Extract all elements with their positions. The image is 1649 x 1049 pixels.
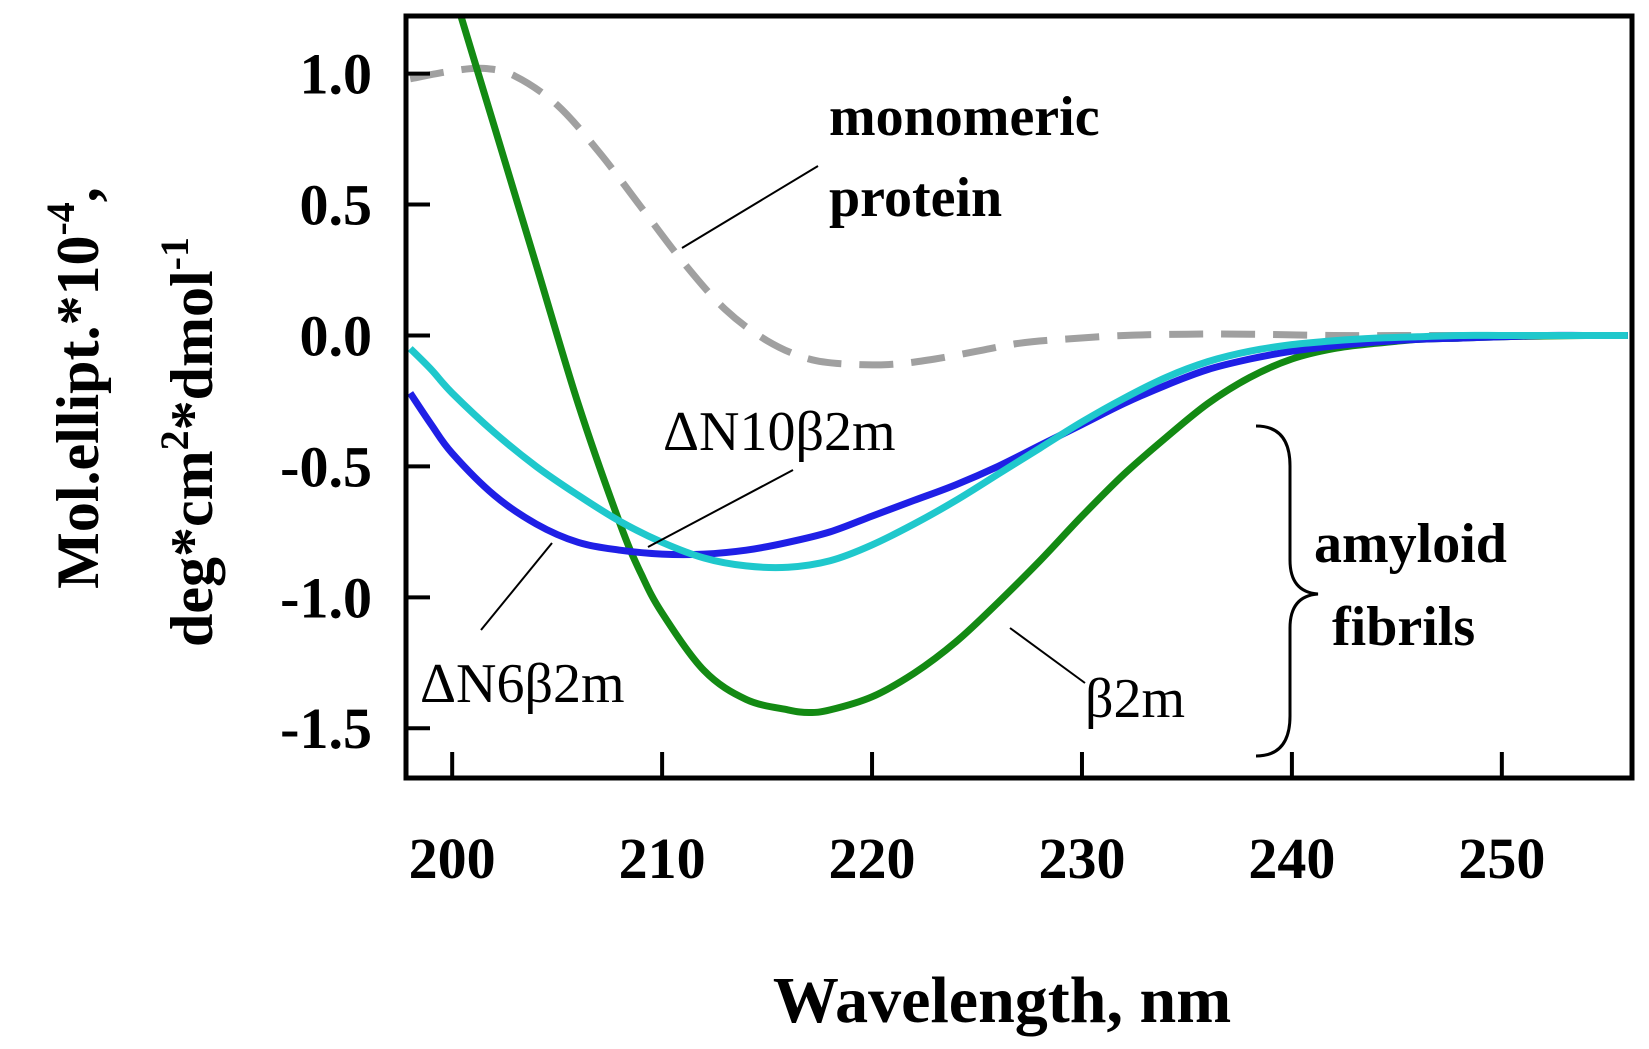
x-tick-label-250: 250 [1458,826,1545,891]
y-axis-title-unit-sup1: 2 [152,430,197,450]
x-tick-label-200: 200 [409,826,496,891]
b2m-leader-line [1009,627,1086,684]
y-axis-title-comma: , [45,187,111,202]
dN10-leader-line [647,469,794,548]
y-axis-title-unit-a: deg*cm [159,450,225,647]
y-tick-label: 1.0 [300,42,373,107]
series-line-monomeric [409,64,1628,369]
y-axis-title-main: Mol.ellipt.*10 [45,236,111,589]
dN10-label: ΔN10β2m [663,401,896,463]
monomeric-label-line2: protein [829,167,1002,229]
y-tick-label: 0.5 [300,173,373,238]
series-layer [407,16,1628,716]
axis-ticks: 200 210 220 230 240 250 1.0 0.5 0.0 -0.5 -1.0 -1.5 [280,42,1545,891]
y-axis-title-line2: deg*cm2*dmol-1 [152,237,225,647]
plot-frame [403,13,1635,781]
y-axis-title-sup: -4 [38,202,83,235]
y-tick-label: 0.0 [300,303,373,368]
y-tick-label: -1.5 [280,696,372,761]
y-axis-title-unit-b: *dmol [159,270,225,430]
amyloid-brace [1255,424,1319,758]
y-axis-title-unit-sup2: -1 [152,237,197,270]
y-axis-title-line1: Mol.ellipt.*10-4, [38,187,111,589]
monomeric-leader-line [681,165,819,249]
monomeric-label-line1: monomeric [829,86,1100,148]
x-tick-label-240: 240 [1248,826,1335,891]
dN6-label: ΔN6β2m [420,653,625,715]
x-axis-title: Wavelength, nm [773,964,1231,1037]
y-tick-label: -0.5 [280,434,372,499]
x-tick-label-230: 230 [1038,826,1125,891]
series-line-dN10 [407,331,1628,572]
x-tick-label-220: 220 [829,826,916,891]
dN6-leader-line [480,542,553,631]
amyloid-label-line2: fibrils [1332,596,1475,658]
amyloid-label-line1: amyloid [1314,513,1507,575]
y-tick-label: -1.0 [280,565,372,630]
x-tick-label-210: 210 [619,826,706,891]
b2m-label: β2m [1085,668,1185,730]
